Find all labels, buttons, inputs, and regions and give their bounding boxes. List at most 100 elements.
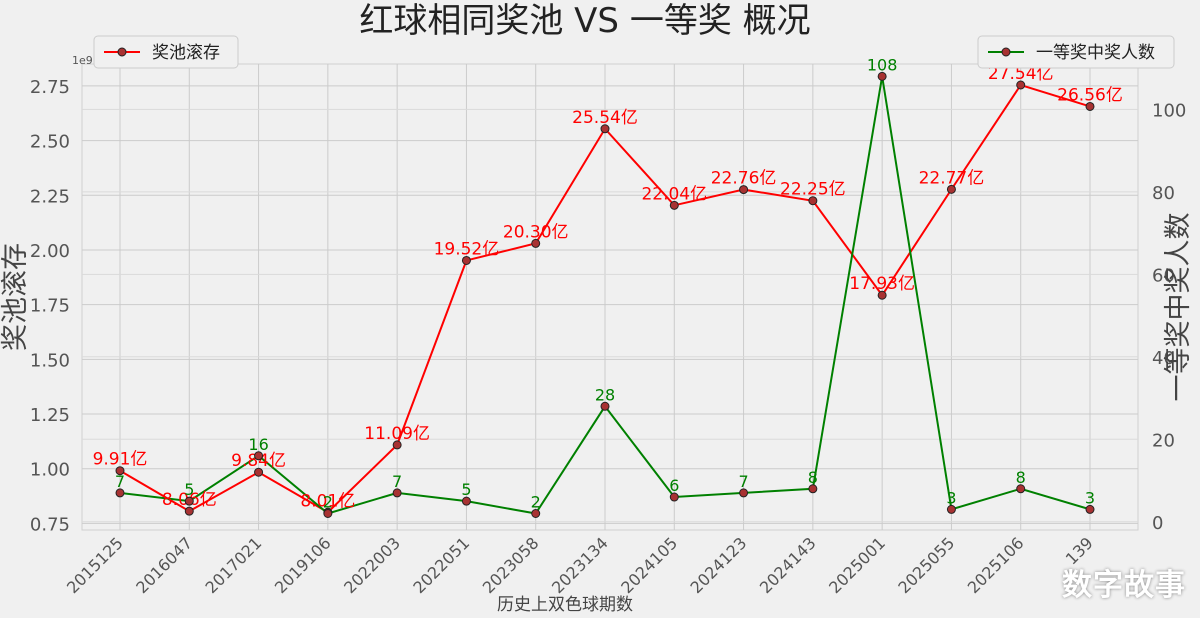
data-point [461,255,471,265]
x-tick-label: 2025106 [964,533,1028,597]
data-point [877,290,887,300]
data-point [392,488,402,498]
legend-marker [1001,47,1011,57]
data-point [531,509,541,519]
data-point [1085,504,1095,514]
data-label: 2 [531,493,541,512]
data-label: 9.84亿 [231,451,286,471]
data-point [392,440,402,450]
data-point [669,492,679,502]
data-point [323,509,333,519]
y-left-tick-label: 1.00 [30,460,70,481]
data-label: 8 [808,468,818,487]
y-left-tick-label: 2.00 [30,241,70,262]
data-label: 9.91亿 [93,450,148,470]
x-tick-label: 2023134 [548,533,612,597]
y-right-tick-label: 100 [1152,100,1186,121]
chart-title: 红球相同奖池 VS 一等奖 概况 [359,1,810,41]
y-right-tick-label: 60 [1152,265,1175,286]
y-left-tick-label: 1.75 [30,296,70,317]
x-tick-label: 2025001 [825,533,889,597]
y-left-tick-label: 2.75 [30,77,70,98]
data-point [739,185,749,195]
data-label: 8.01亿 [300,491,355,511]
data-label: 27.54亿 [988,64,1054,84]
x-tick-label: 2024105 [617,533,681,597]
data-point [808,196,818,206]
data-point [184,506,194,516]
data-point [184,496,194,506]
y-left-tick-label: 2.50 [30,132,70,153]
y-left-scale-label: 1e9 [72,54,93,67]
x-tick-label: 2015125 [63,533,127,597]
y-right-tick-label: 80 [1152,183,1175,204]
y-right-tick-label: 40 [1152,348,1175,369]
data-point [946,184,956,194]
y-left-tick-label: 0.75 [30,514,70,535]
data-label: 20.30亿 [503,222,569,242]
data-label: 7 [392,472,402,491]
x-tick-label: 2016047 [132,533,196,597]
data-point [1016,484,1026,494]
data-label: 22.76亿 [711,169,777,189]
x-tick-label: 2024143 [756,533,820,597]
watermark: 数字故事 [1062,568,1186,603]
y-left-axis-label: 奖池滚存 [0,243,31,351]
x-tick-label: 2019106 [271,533,335,597]
x-tick-label: 2023058 [479,533,543,597]
data-point [669,200,679,210]
data-label: 8 [1016,468,1026,487]
data-point [531,238,541,248]
data-label: 3 [1085,488,1095,507]
data-point [600,124,610,134]
data-point [1085,101,1095,111]
data-label: 2 [323,493,333,512]
x-tick-label: 2024123 [687,533,751,597]
data-point [600,401,610,411]
data-label: 6 [669,476,679,495]
data-label: 7 [738,472,748,491]
data-label: 28 [595,385,615,404]
legend-box [93,35,239,69]
y-right-axis-label: 一等奖中奖人数 [1163,213,1194,402]
legend-marker [117,47,127,57]
legend-label: 一等奖中奖人数 [1036,43,1155,63]
data-point [115,466,125,476]
data-label: 22.25亿 [780,180,846,200]
data-label: 22.77亿 [919,168,985,188]
x-axis-label: 历史上双色球期数 [497,595,633,614]
data-label: 108 [867,55,898,74]
data-point [1016,80,1026,90]
data-point [254,467,264,477]
data-label: 5 [461,480,471,499]
data-label: 19.52亿 [434,239,500,259]
legend-box [977,35,1175,69]
x-tick-label: 2017021 [202,533,266,597]
x-tick-label: 2025055 [894,533,958,597]
y-right-tick-label: 0 [1152,513,1163,534]
data-point [877,71,887,81]
x-tick-label: 2022051 [409,533,473,597]
y-right-tick-label: 20 [1152,430,1175,451]
data-point [946,504,956,514]
data-label: 17.93亿 [849,274,915,294]
data-point [254,451,264,461]
data-point [115,488,125,498]
data-point [461,496,471,506]
data-label: 5 [184,480,194,499]
data-point [808,484,818,494]
data-label: 22.04亿 [641,184,707,204]
legend-label: 奖池滚存 [152,43,220,63]
data-label: 11.09亿 [364,424,430,444]
y-left-tick-label: 1.50 [30,350,70,371]
y-left-tick-label: 1.25 [30,405,70,426]
data-point [739,488,749,498]
x-tick-label: 2022003 [340,533,404,597]
data-label: 25.54亿 [572,108,638,128]
data-label: 7 [115,472,125,491]
data-label: 3 [946,488,956,507]
data-label: 26.56亿 [1057,85,1123,105]
y-left-tick-label: 2.25 [30,186,70,207]
